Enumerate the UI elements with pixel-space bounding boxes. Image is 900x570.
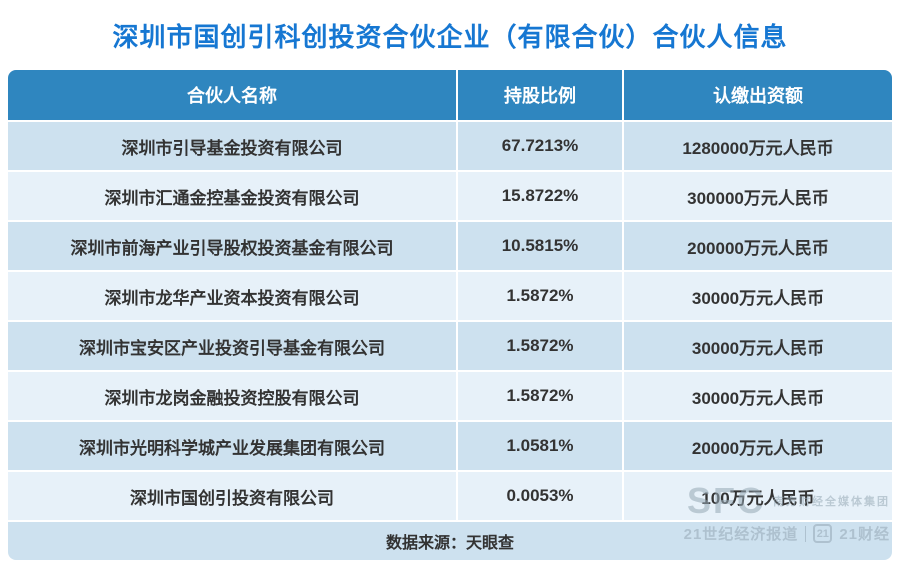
share-ratio-cell: 67.7213%: [458, 122, 622, 170]
partner-name-cell: 深圳市龙岗金融投资控股有限公司: [8, 372, 456, 420]
table-row: 深圳市光明科学城产业发展集团有限公司 1.0581% 20000万元人民币: [8, 422, 892, 470]
capital-cell: 1280000万元人民币: [624, 122, 892, 170]
partners-table: 合伙人名称 持股比例 认缴出资额 深圳市引导基金投资有限公司 67.7213% …: [8, 70, 892, 560]
table-row: 深圳市汇通金控基金投资有限公司 15.8722% 300000万元人民币: [8, 172, 892, 220]
table-row: 深圳市国创引投资有限公司 0.0053% 100万元人民币: [8, 472, 892, 520]
share-ratio-cell: 1.5872%: [458, 322, 622, 370]
table-row: 深圳市宝安区产业投资引导基金有限公司 1.5872% 30000万元人民币: [8, 322, 892, 370]
data-source-row: 数据来源：天眼查: [8, 522, 892, 560]
header-cell-subscribed-capital: 认缴出资额: [624, 70, 892, 120]
table-row: 深圳市龙华产业资本投资有限公司 1.5872% 30000万元人民币: [8, 272, 892, 320]
capital-cell: 200000万元人民币: [624, 222, 892, 270]
capital-cell: 30000万元人民币: [624, 272, 892, 320]
table-row: 深圳市引导基金投资有限公司 67.7213% 1280000万元人民币: [8, 122, 892, 170]
partner-name-cell: 深圳市国创引投资有限公司: [8, 472, 456, 520]
capital-cell: 30000万元人民币: [624, 322, 892, 370]
capital-cell: 20000万元人民币: [624, 422, 892, 470]
data-source-label: 数据来源：天眼查: [385, 535, 514, 552]
capital-cell: 300000万元人民币: [624, 172, 892, 220]
table-header-row: 合伙人名称 持股比例 认缴出资额: [8, 70, 892, 120]
header-cell-partner-name: 合伙人名称: [8, 70, 456, 120]
partner-name-cell: 深圳市引导基金投资有限公司: [8, 122, 456, 170]
share-ratio-cell: 15.8722%: [458, 172, 622, 220]
partner-name-cell: 深圳市光明科学城产业发展集团有限公司: [8, 422, 456, 470]
partner-name-cell: 深圳市宝安区产业投资引导基金有限公司: [8, 322, 456, 370]
capital-cell: 100万元人民币: [624, 472, 892, 520]
share-ratio-cell: 1.5872%: [458, 272, 622, 320]
table-row: 深圳市前海产业引导股权投资基金有限公司 10.5815% 200000万元人民币: [8, 222, 892, 270]
capital-cell: 30000万元人民币: [624, 372, 892, 420]
header-cell-share-ratio: 持股比例: [458, 70, 622, 120]
partner-name-cell: 深圳市龙华产业资本投资有限公司: [8, 272, 456, 320]
share-ratio-cell: 0.0053%: [458, 472, 622, 520]
partner-name-cell: 深圳市汇通金控基金投资有限公司: [8, 172, 456, 220]
share-ratio-cell: 1.0581%: [458, 422, 622, 470]
page-title: 深圳市国创引科创投资合伙企业（有限合伙）合伙人信息: [112, 22, 788, 52]
partner-name-cell: 深圳市前海产业引导股权投资基金有限公司: [8, 222, 456, 270]
table-row: 深圳市龙岗金融投资控股有限公司 1.5872% 30000万元人民币: [8, 372, 892, 420]
share-ratio-cell: 10.5815%: [458, 222, 622, 270]
share-ratio-cell: 1.5872%: [458, 372, 622, 420]
